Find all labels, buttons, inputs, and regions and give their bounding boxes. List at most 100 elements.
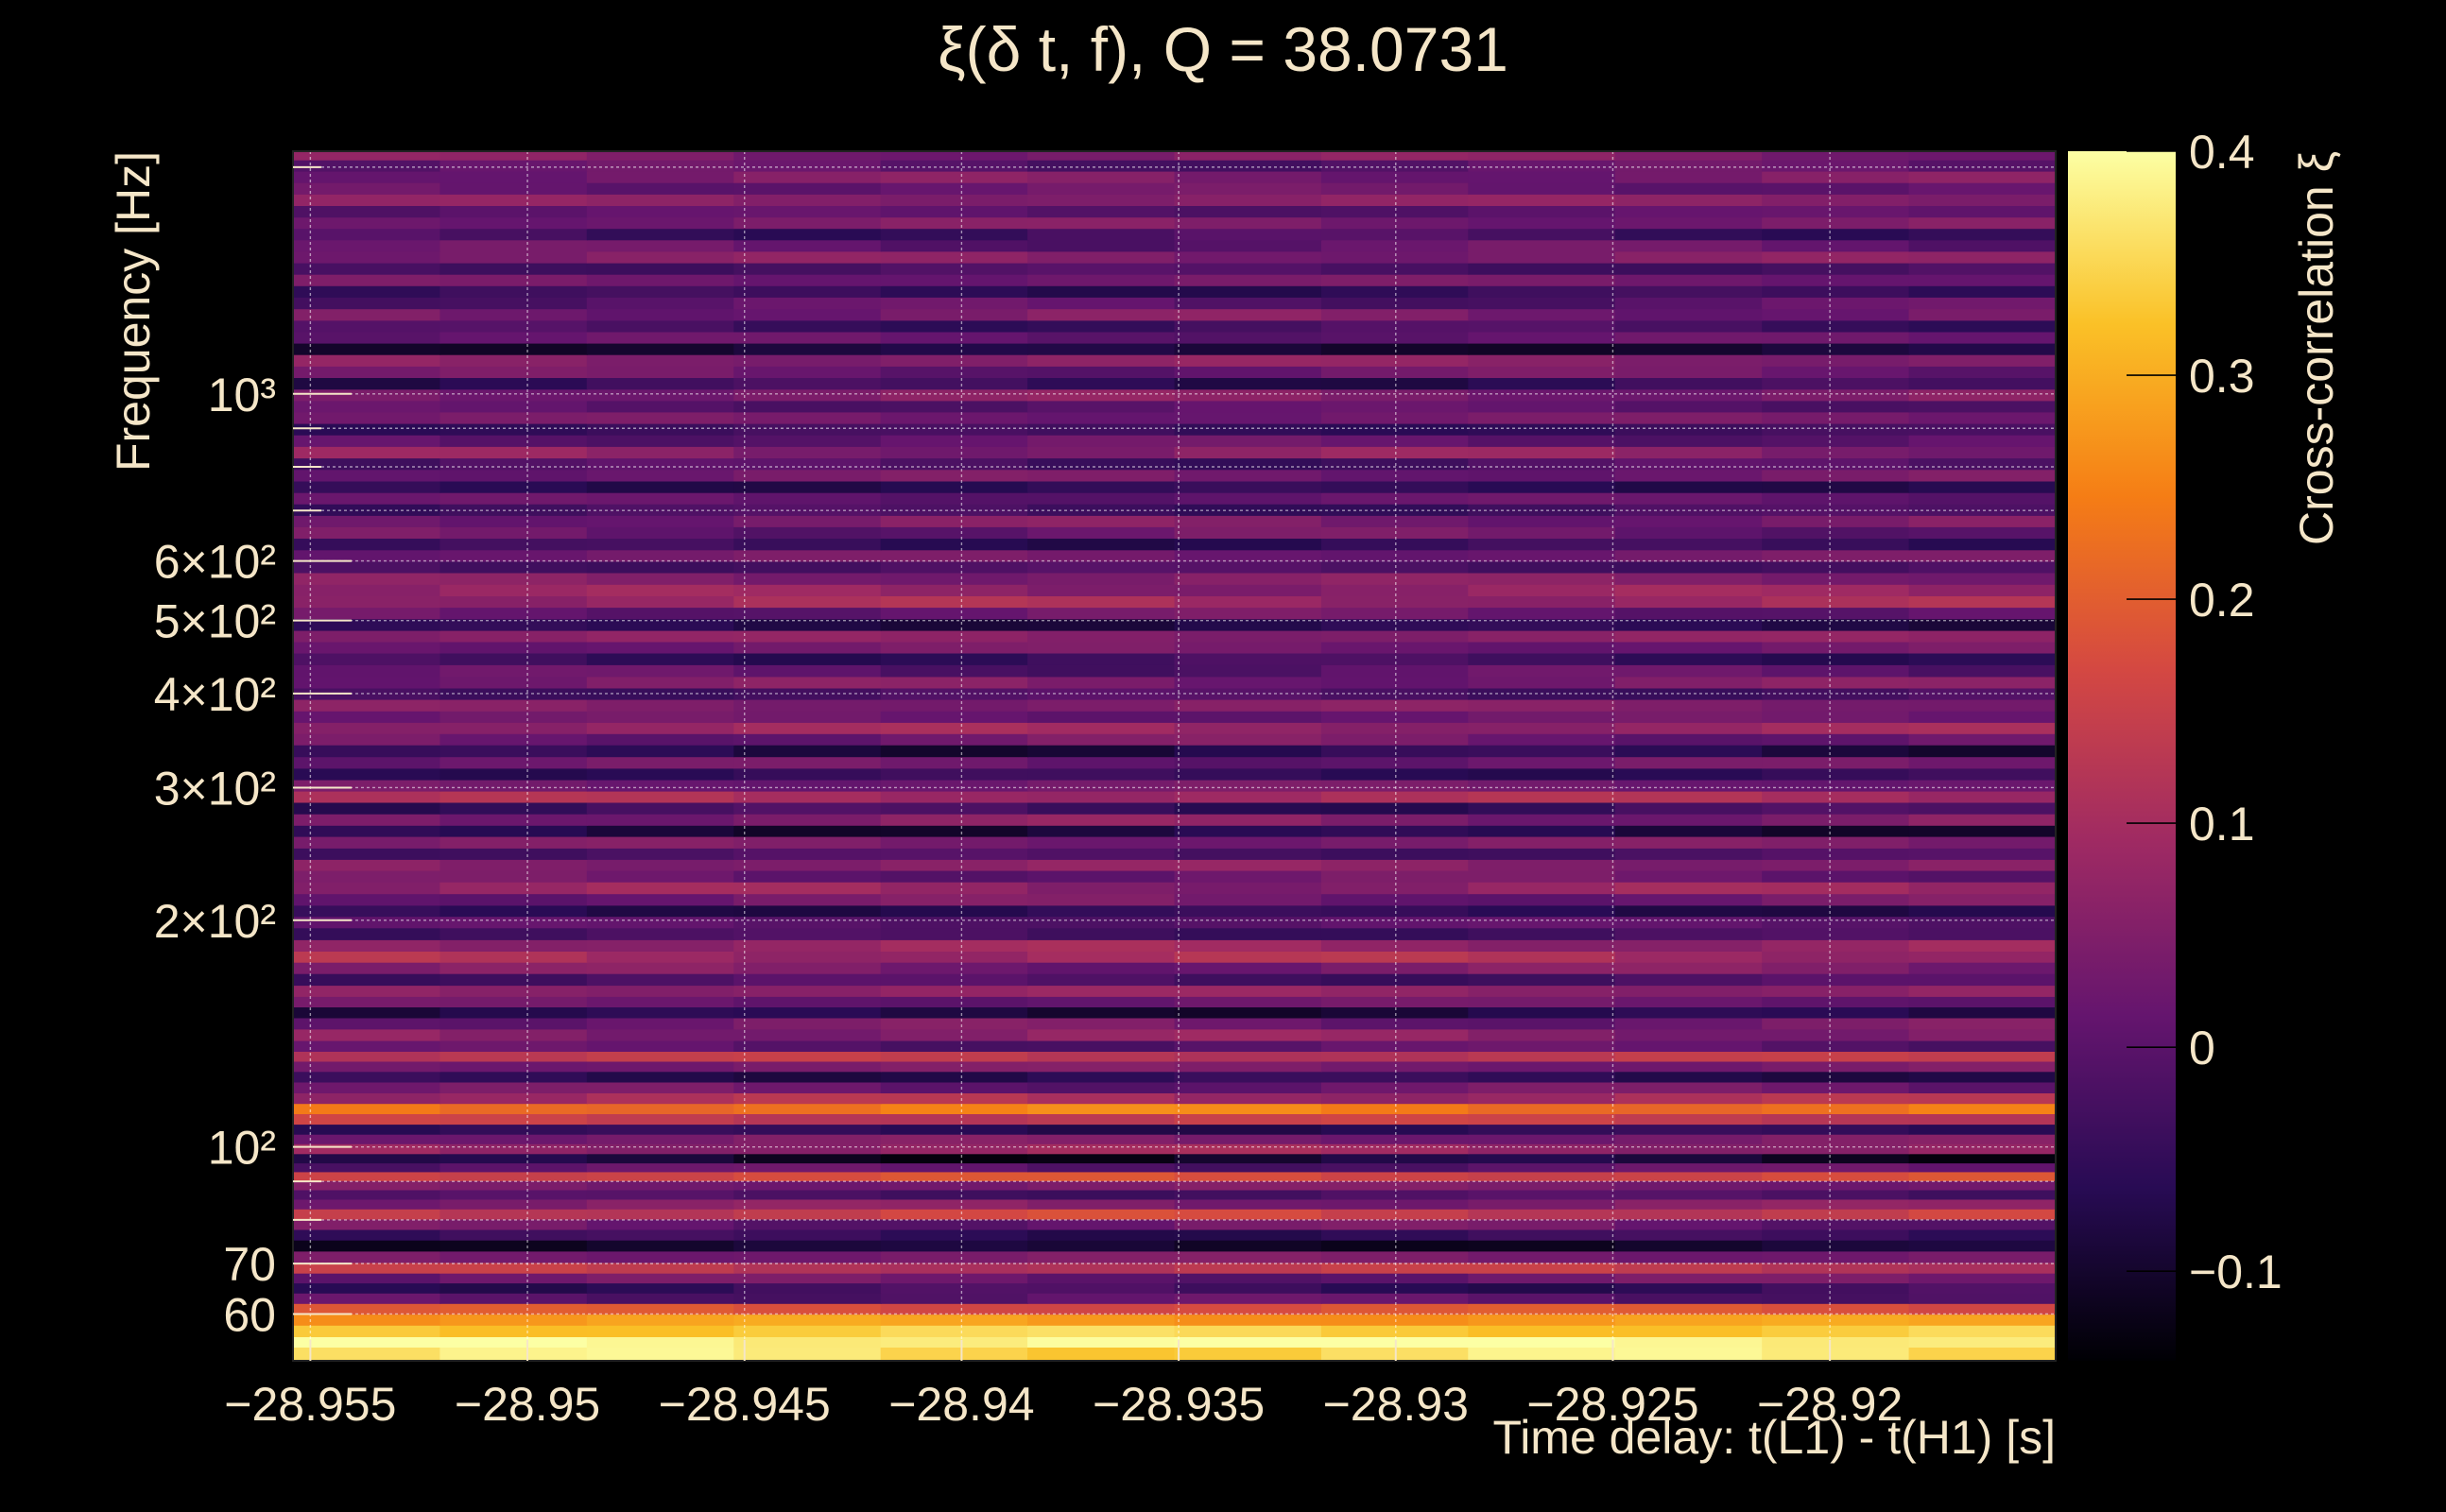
heatmap-cell [439,274,588,286]
heatmap-cell [880,711,1029,723]
heatmap-cell [1174,1124,1322,1135]
heatmap-cell [880,836,1029,849]
heatmap-cell [1320,1273,1470,1284]
heatmap-cell [1174,549,1322,562]
heatmap-cell [733,1124,882,1135]
heatmap-cell [586,1103,735,1114]
heatmap-cell [293,216,441,230]
heatmap-cell [293,1040,441,1052]
heatmap-cell [586,1303,735,1315]
heatmap-cell [1468,676,1616,689]
heatmap-cell [733,927,882,940]
heatmap-cell [439,377,588,390]
heatmap-cell [1762,388,1910,402]
heatmap-cell [1762,1209,1910,1220]
heatmap-cell [439,1293,588,1304]
heatmap-cell [1468,870,1616,883]
heatmap-cell [733,1006,882,1019]
heatmap-cell [880,962,1029,974]
heatmap-cell [1027,756,1176,769]
heatmap-cell [439,973,588,987]
heatmap-cell [1908,1180,2056,1191]
heatmap-cell [586,1293,735,1304]
heatmap-cell [1468,1273,1616,1284]
heatmap-cell [293,893,441,906]
heatmap-cell [1027,1071,1176,1083]
heatmap-cell [1468,836,1616,849]
heatmap-cell [1174,285,1322,298]
heatmap-cell [1320,1103,1470,1114]
heatmap-cell [586,825,735,837]
heatmap-cell [1762,1336,1910,1348]
heatmap-cell [1320,151,1470,161]
heatmap-cell [1614,319,1764,333]
heatmap-cell [1468,595,1616,609]
heatmap-cell [439,733,588,746]
heatmap-cell [586,411,735,424]
heatmap-cell [293,1228,441,1241]
heatmap-cell [1468,1262,1616,1274]
heatmap-cell [293,1113,441,1125]
heatmap-cell [1027,526,1176,539]
heatmap-cell [1908,1198,2056,1210]
heatmap-cell [733,1189,882,1200]
grid [293,151,2056,1361]
heatmap-cell [880,1143,1029,1155]
heatmap-cell [1027,446,1176,459]
heatmap-cell [1320,767,1470,781]
heatmap-cell [1614,711,1764,723]
heatmap-cell [1614,400,1764,413]
heatmap-cell [439,584,588,596]
heatmap-cell [1027,825,1176,837]
heatmap-cell [1614,239,1764,252]
heatmap-cell [1762,1143,1910,1155]
heatmap-cell [293,1198,441,1210]
heatmap-cell [1908,285,2056,298]
heatmap-cell [586,1171,735,1181]
heatmap-cell [1762,446,1910,459]
heatmap-cell [439,1250,588,1263]
heatmap-cell [439,882,588,895]
heatmap-cell [733,1113,882,1125]
heatmap-cell [1174,951,1322,963]
heatmap-cell [880,1081,1029,1093]
heatmap-cell [439,756,588,769]
heatmap-cell [1174,228,1322,241]
heatmap-cell [1027,274,1176,286]
heatmap-cell [880,515,1029,527]
x-tick-label: −28.92 [1757,1378,1903,1431]
heatmap-cell [293,801,441,815]
heatmap-cell [1027,973,1176,987]
heatmap-cell [1320,629,1470,643]
heatmap-cell [1468,216,1616,230]
heatmap-cell [1908,274,2056,286]
heatmap-cell [1174,1051,1322,1062]
heatmap-cell [1762,618,1910,631]
heatmap-cell [586,1228,735,1241]
heatmap-cell [733,1017,882,1030]
heatmap-cell [1174,388,1322,402]
heatmap-cell [1468,182,1616,195]
heatmap-cell [1614,1060,1764,1073]
heatmap-cell [439,607,588,620]
heatmap-cell [1614,1198,1764,1210]
heatmap-cell [586,687,735,700]
heatmap-cell [1614,194,1764,206]
heatmap-cell [1908,182,2056,195]
heatmap-cell [1174,151,1322,161]
heatmap-cell [1908,504,2056,516]
heatmap-cell [1908,652,2056,665]
heatmap-cell [1614,1314,1764,1326]
heatmap-cell [733,538,882,551]
heatmap-cell [439,1325,588,1337]
heatmap-cell [1174,160,1322,172]
heatmap-cell [733,297,882,310]
heatmap-cell [1908,1081,2056,1093]
heatmap-cell [586,1028,735,1041]
heatmap-cell [1614,538,1764,551]
heatmap-cell [1762,1240,1910,1252]
heatmap-cell [1468,160,1616,172]
heatmap-cell [1468,607,1616,620]
heatmap-cell [1468,859,1616,871]
heatmap-cell [880,388,1029,402]
